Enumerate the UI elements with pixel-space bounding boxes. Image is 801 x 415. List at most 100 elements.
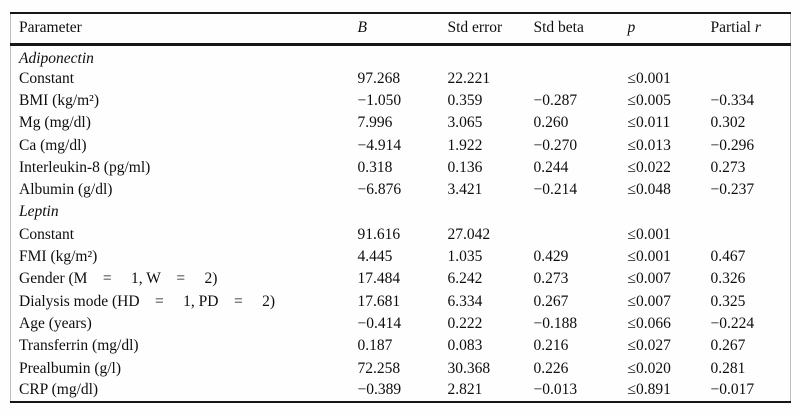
- cell-std_error: 0.222: [447, 314, 483, 332]
- cell-partial_r: −0.224: [710, 314, 755, 332]
- cell-p: ≤0.027: [627, 337, 671, 355]
- column-header-label-suffix: r: [754, 19, 761, 37]
- cell-parameter: Mg (mg/dl): [19, 114, 91, 132]
- cell-b: −1.050: [357, 91, 402, 109]
- cell-std_error: 0.136: [447, 158, 483, 176]
- cell-b: −4.914: [357, 136, 402, 154]
- cell-p: ≤0.001: [627, 248, 671, 266]
- cell-std_error: 27.042: [447, 225, 491, 243]
- cell-b: −0.389: [357, 381, 402, 399]
- cell-std_error: 3.065: [447, 114, 483, 132]
- column-header-label: Std beta: [533, 19, 584, 37]
- cell-std_error: 3.421: [447, 181, 483, 199]
- cell-b: 72.258: [357, 359, 401, 377]
- table-row: CRP (mg/dl) −0.389 2.821 −0.013 ≤0.891 −0.017: [11, 380, 791, 402]
- table-row: Albumin (g/dl) −6.876 3.421 −0.214 ≤0.048 −0.…: [11, 179, 791, 201]
- cell-p: ≤0.011: [627, 114, 671, 132]
- table-row: Gender (M = 1, W = 2) 17.484 6.242 0.273 ≤0.…: [11, 268, 791, 290]
- table-row: FMI (kg/m²) 4.445 1.035 0.429 ≤0.001 0.467: [11, 246, 791, 268]
- cell-parameter: Gender (M = 1, W = 2): [19, 270, 218, 288]
- cell-p: ≤0.007: [627, 270, 671, 288]
- column-header-label: B: [357, 19, 367, 37]
- cell-b: 7.996: [357, 114, 393, 132]
- cell-std_error: 6.334: [447, 292, 483, 310]
- cell-std_beta: 0.226: [533, 359, 569, 377]
- table-row: Transferrin (mg/dl) 0.187 0.083 0.216 ≤0.027…: [11, 335, 791, 357]
- column-header-std_beta: Std beta: [525, 13, 620, 46]
- cell-std_beta: −0.188: [533, 314, 578, 332]
- cell-std_beta: −0.214: [533, 181, 578, 199]
- cell-parameter: BMI (kg/m²): [19, 91, 99, 109]
- cell-b: 91.616: [357, 225, 401, 243]
- cell-b: 0.187: [357, 337, 393, 355]
- cell-std_error: 1.922: [447, 136, 483, 154]
- cell-partial_r: [703, 224, 791, 246]
- section-row: Adiponectin: [11, 44, 791, 68]
- cell-partial_r: −0.334: [710, 91, 755, 109]
- cell-b: −6.876: [357, 181, 402, 199]
- cell-std_error: 1.035: [447, 248, 483, 266]
- cell-parameter: Transferrin (mg/dl): [19, 337, 139, 355]
- cell-p: ≤0.007: [627, 292, 671, 310]
- cell-std_beta: −0.270: [533, 136, 578, 154]
- cell-b: 4.445: [357, 248, 393, 266]
- cell-p: ≤0.013: [627, 136, 671, 154]
- cell-parameter: Age (years): [19, 314, 92, 332]
- section-row: Leptin: [11, 201, 791, 223]
- column-header-label: Parameter: [19, 19, 82, 37]
- cell-p: ≤0.048: [627, 181, 671, 199]
- table-row: Dialysis mode (HD = 1, PD = 2) 17.681 6.33…: [11, 290, 791, 312]
- cell-b: 97.268: [357, 69, 401, 87]
- cell-p: ≤0.891: [627, 381, 671, 399]
- cell-partial_r: 0.281: [710, 359, 746, 377]
- table-header-row: Parameter B Std error Std beta p Partial r: [10, 13, 791, 46]
- table-row: Ca (mg/dl) −4.914 1.922 −0.270 ≤0.013 −0.296: [11, 134, 791, 156]
- cell-partial_r: 0.273: [710, 158, 746, 176]
- cell-std_error: 0.359: [447, 91, 483, 109]
- cell-std_error: 0.083: [447, 337, 483, 355]
- table-body: Adiponectin Constant 97.268 22.221 ≤0.001 BMI…: [11, 44, 791, 402]
- column-header-std_error: Std error: [439, 13, 526, 46]
- regression-results-table: Parameter B Std error Std beta p Partial r Ad…: [10, 12, 791, 403]
- cell-std_beta: 0.273: [533, 270, 569, 288]
- cell-std_beta: 0.244: [533, 158, 569, 176]
- cell-parameter: Constant: [19, 69, 75, 87]
- cell-partial_r: 0.326: [710, 270, 746, 288]
- table-row: Constant 97.268 22.221 ≤0.001: [11, 68, 791, 90]
- cell-p: ≤0.001: [627, 225, 671, 243]
- cell-p: ≤0.022: [627, 158, 671, 176]
- cell-p: ≤0.005: [627, 91, 671, 109]
- column-header-parameter: Parameter: [10, 13, 350, 46]
- cell-partial_r: −0.237: [710, 181, 755, 199]
- cell-partial_r: 0.267: [710, 337, 746, 355]
- cell-b: 17.681: [357, 292, 401, 310]
- cell-std_beta: 0.429: [533, 248, 569, 266]
- cell-b: 17.484: [357, 270, 401, 288]
- cell-parameter: Prealbumin (g/l): [19, 359, 122, 377]
- table-row: Mg (mg/dl) 7.996 3.065 0.260 ≤0.011 0.302: [11, 112, 791, 134]
- cell-p: ≤0.020: [627, 359, 671, 377]
- cell-std_beta: −0.013: [533, 381, 578, 399]
- section-label: Adiponectin: [19, 49, 94, 67]
- section-label: Leptin: [19, 203, 59, 221]
- cell-std_beta: [526, 68, 620, 90]
- cell-partial_r: [703, 68, 791, 90]
- cell-std_error: 30.368: [447, 359, 491, 377]
- cell-b: 0.318: [357, 158, 393, 176]
- cell-parameter: FMI (kg/m²): [19, 248, 98, 266]
- cell-parameter: Albumin (g/dl): [19, 181, 113, 199]
- table-row: Prealbumin (g/l) 72.258 30.368 0.226 ≤0.020 0…: [11, 357, 791, 379]
- column-header-p: p: [619, 13, 703, 46]
- cell-std_error: 22.221: [447, 69, 491, 87]
- cell-parameter: Interleukin-8 (pg/ml): [19, 158, 151, 176]
- cell-parameter: Dialysis mode (HD = 1, PD = 2): [19, 292, 275, 310]
- cell-p: ≤0.001: [627, 69, 671, 87]
- cell-partial_r: 0.467: [710, 248, 746, 266]
- table-row: Interleukin-8 (pg/ml) 0.318 0.136 0.244 ≤0.0…: [11, 157, 791, 179]
- table-row: BMI (kg/m²) −1.050 0.359 −0.287 ≤0.005 −0.334: [11, 90, 791, 112]
- table-row: Age (years) −0.414 0.222 −0.188 ≤0.066 −0.224: [11, 313, 791, 335]
- cell-std_error: 2.821: [447, 381, 483, 399]
- cell-partial_r: −0.296: [710, 136, 755, 154]
- column-header-label: p: [627, 19, 636, 37]
